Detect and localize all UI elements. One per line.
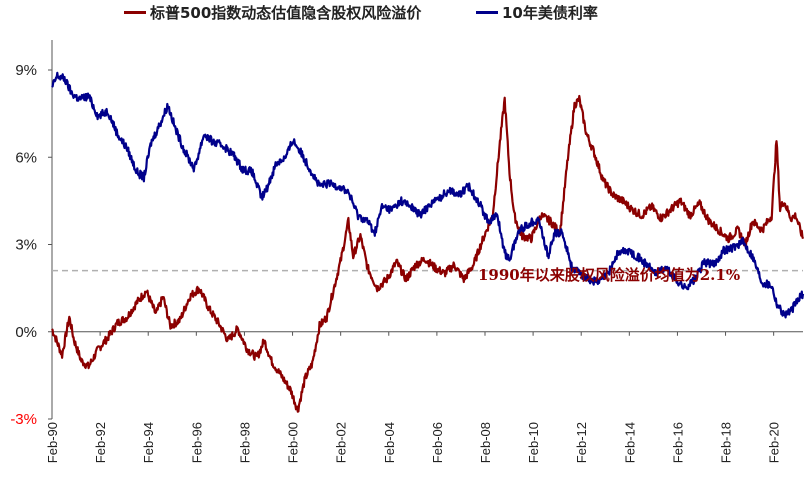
x-tick-label: Feb-12 [574, 422, 589, 463]
series-line-equity-risk-premium [51, 94, 805, 413]
legend-swatch-blue [476, 11, 498, 14]
x-tick-label: Feb-10 [526, 422, 541, 463]
x-tick-label: Feb-16 [670, 422, 685, 463]
chart-axes: 9% 6% 3% 0% -3% Feb-90 Feb-92 Feb-94 Feb-96 Feb-9… [10, 40, 803, 463]
x-tick-label: Feb-98 [237, 422, 252, 463]
x-tick-label: Feb-94 [141, 422, 156, 463]
x-tick-label: Feb-18 [719, 422, 734, 463]
series-lines [51, 71, 805, 413]
y-tick-label: 0% [15, 324, 37, 341]
legend-swatch-red [124, 11, 146, 14]
y-tick-label: -3% [10, 411, 37, 428]
x-tick-label: Feb-00 [286, 422, 301, 463]
series-line-10y-treasury [51, 71, 805, 319]
x-tick-label: Feb-14 [622, 422, 637, 463]
x-tick-label: Feb-90 [45, 422, 60, 463]
y-tick-label: 9% [15, 62, 37, 79]
x-tick-label: Feb-08 [478, 422, 493, 463]
y-tick-label: 6% [15, 149, 37, 166]
mean-annotation: 1990年以来股权风险溢价均值为2.1% [478, 266, 740, 284]
x-tick-label: Feb-02 [334, 422, 349, 463]
x-tick-label: Feb-20 [767, 422, 782, 463]
legend-item-equity-risk-premium: 标普500指数动态估值隐含股权风险溢价 [124, 2, 421, 23]
legend-item-10y-treasury: 10年美债利率 [476, 2, 598, 23]
legend-label-10y-treasury: 10年美债利率 [502, 4, 598, 22]
x-tick-label: Feb-04 [382, 422, 397, 463]
chart-legend: 标普500指数动态估值隐含股权风险溢价 10年美债利率 [0, 2, 806, 24]
y-tick-label: 3% [15, 237, 37, 254]
legend-label-equity-risk-premium: 标普500指数动态估值隐含股权风险溢价 [150, 4, 422, 22]
x-tick-label: Feb-96 [189, 422, 204, 463]
x-tick-label: Feb-92 [93, 422, 108, 463]
x-tick-label: Feb-06 [430, 422, 445, 463]
